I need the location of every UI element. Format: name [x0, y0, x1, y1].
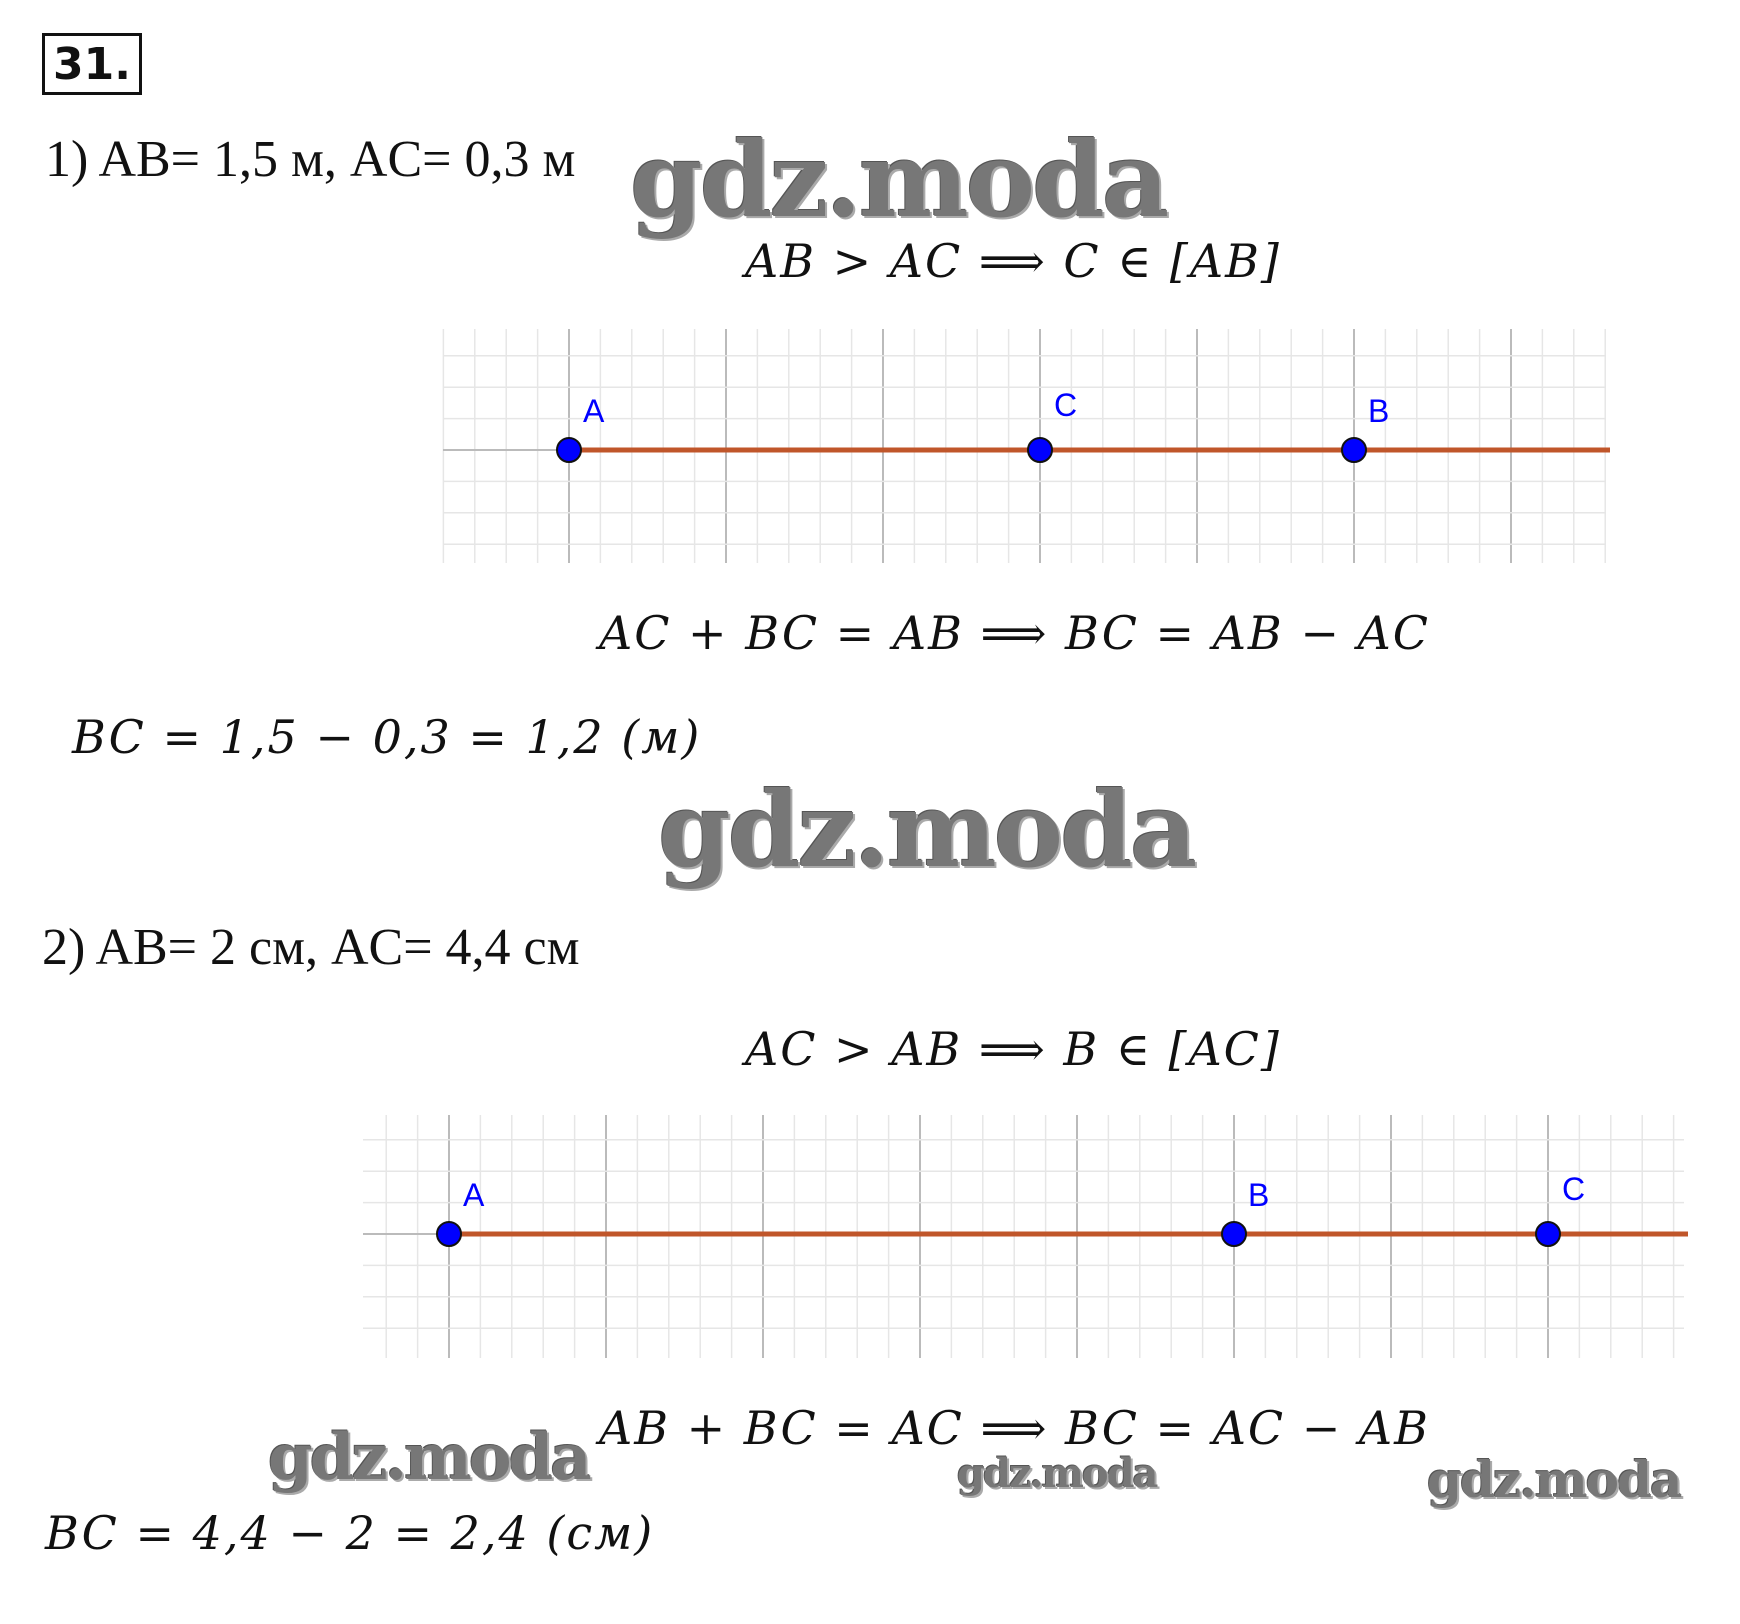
point-B: [1221, 1221, 1247, 1247]
watermark: gdz.moda: [630, 118, 1169, 241]
part2-given: 2) AB= 2 см, AC= 4,4 см: [42, 919, 580, 976]
problem-number: 31.: [42, 33, 142, 95]
point-B: [1341, 437, 1367, 463]
point-label-A: A: [583, 393, 605, 429]
watermark: gdz.moda: [1427, 1450, 1682, 1509]
part1-equation: AC + BC = AB ⟹ BC = AB − AC: [599, 606, 1430, 660]
part2-relation: AC > AB ⟹ B ∈ [AC]: [745, 1022, 1281, 1076]
point-label-A: A: [463, 1177, 485, 1213]
part2-equation: AB + BC = AC ⟹ BC = AC − AB: [599, 1401, 1430, 1455]
point-label-C: C: [1054, 387, 1077, 423]
part2-result: BC = 4,4 − 2 = 2,4 (см): [45, 1506, 655, 1560]
point-A: [556, 437, 582, 463]
point-label-B: B: [1368, 393, 1389, 429]
point-C: [1027, 437, 1053, 463]
part1-given: 1) AB= 1,5 м, AC= 0,3 м: [45, 131, 576, 188]
point-label-B: B: [1248, 1177, 1269, 1213]
point-label-C: C: [1562, 1171, 1585, 1207]
part1-relation: AB > AC ⟹ C ∈ [AB]: [745, 234, 1281, 288]
watermark: gdz.moda: [957, 1450, 1158, 1497]
point-C: [1535, 1221, 1561, 1247]
watermark: gdz.moda: [268, 1420, 592, 1495]
part1-result: BC = 1,5 − 0,3 = 1,2 (м): [72, 710, 702, 764]
point-A: [436, 1221, 462, 1247]
watermark: gdz.moda: [658, 768, 1197, 891]
